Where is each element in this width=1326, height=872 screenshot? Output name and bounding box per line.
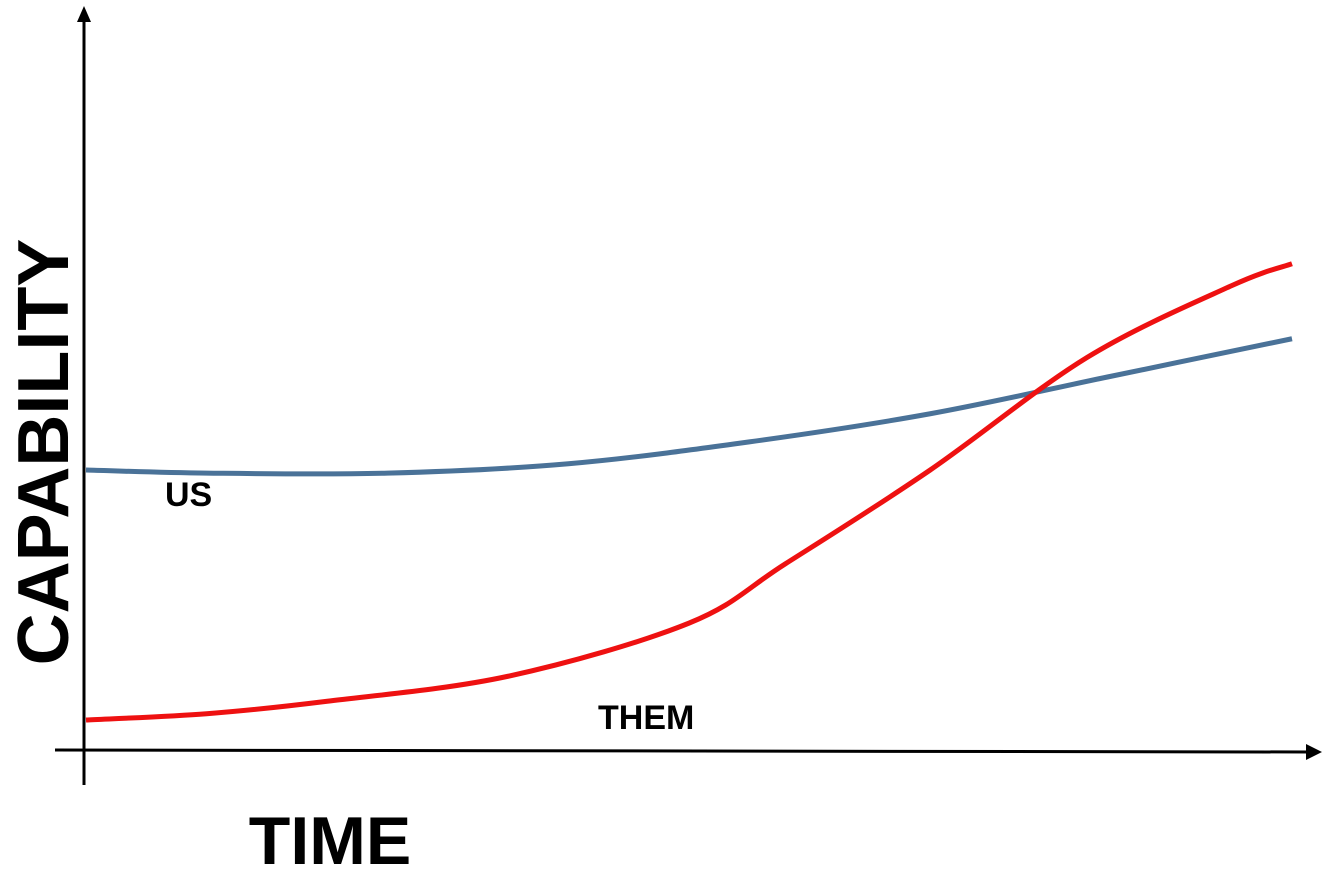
y-axis-arrowhead: [77, 6, 91, 22]
series-line-us: [85, 336, 1293, 477]
series-line-them: [85, 261, 1293, 723]
series-group: [85, 261, 1293, 723]
y-axis-title: CAPABILITY: [4, 239, 84, 666]
series-label-them: THEM: [598, 699, 694, 737]
x-axis-arrowhead: [1306, 744, 1322, 760]
x-axis-title: TIME: [249, 803, 411, 872]
series-label-us: US: [165, 476, 212, 514]
x-axis-line: [54, 748, 1311, 754]
